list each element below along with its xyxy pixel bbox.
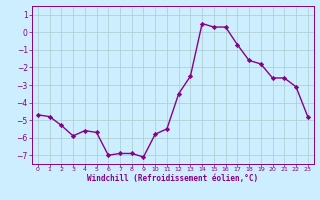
X-axis label: Windchill (Refroidissement éolien,°C): Windchill (Refroidissement éolien,°C)	[87, 174, 258, 183]
